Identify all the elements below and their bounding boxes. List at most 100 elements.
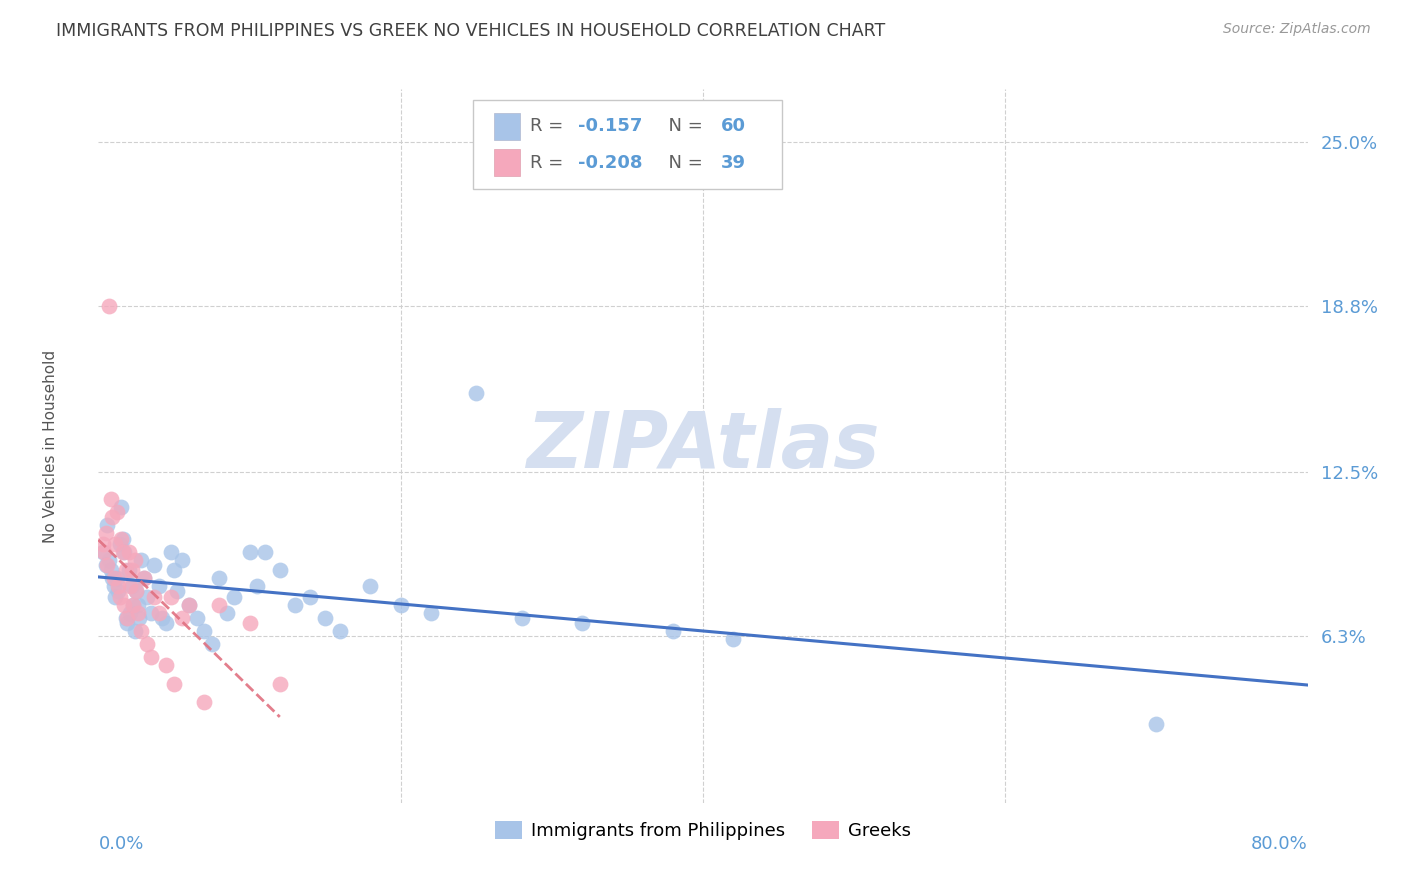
Point bbox=[129, 624, 152, 638]
Point bbox=[108, 590, 131, 604]
Text: -0.157: -0.157 bbox=[578, 118, 643, 136]
Point bbox=[98, 552, 121, 566]
Point bbox=[193, 695, 215, 709]
Point bbox=[269, 677, 291, 691]
Point bbox=[239, 545, 262, 559]
Point bbox=[314, 611, 336, 625]
Text: N =: N = bbox=[657, 153, 709, 171]
Point bbox=[120, 606, 142, 620]
Point bbox=[269, 563, 291, 577]
Point bbox=[114, 611, 136, 625]
Point bbox=[114, 563, 136, 577]
Point bbox=[141, 606, 163, 620]
Point bbox=[141, 650, 163, 665]
Point bbox=[135, 590, 157, 604]
Point bbox=[132, 571, 155, 585]
Point bbox=[166, 584, 188, 599]
Text: ZIPAtlas: ZIPAtlas bbox=[526, 408, 880, 484]
Point bbox=[170, 611, 193, 625]
Point bbox=[510, 611, 533, 625]
Point bbox=[100, 491, 122, 506]
Point bbox=[96, 558, 118, 572]
Point bbox=[101, 510, 124, 524]
Point bbox=[121, 579, 143, 593]
Point bbox=[201, 637, 224, 651]
Point bbox=[118, 545, 141, 559]
Point bbox=[112, 598, 135, 612]
Point bbox=[160, 590, 183, 604]
Point bbox=[132, 571, 155, 585]
Point bbox=[299, 590, 322, 604]
Point bbox=[170, 552, 193, 566]
Point bbox=[110, 532, 132, 546]
Point bbox=[160, 545, 183, 559]
Point bbox=[111, 545, 134, 559]
Point bbox=[143, 590, 166, 604]
Point bbox=[122, 598, 145, 612]
Text: 80.0%: 80.0% bbox=[1251, 835, 1308, 853]
Point bbox=[723, 632, 745, 646]
Text: Source: ZipAtlas.com: Source: ZipAtlas.com bbox=[1223, 22, 1371, 37]
Point bbox=[329, 624, 352, 638]
Point bbox=[104, 590, 127, 604]
Point bbox=[284, 598, 307, 612]
Point bbox=[125, 584, 148, 599]
Point bbox=[104, 537, 127, 551]
Point bbox=[100, 563, 122, 577]
Point bbox=[420, 606, 443, 620]
Text: -0.208: -0.208 bbox=[578, 153, 643, 171]
Legend: Immigrants from Philippines, Greeks: Immigrants from Philippines, Greeks bbox=[488, 814, 918, 847]
Point bbox=[150, 611, 173, 625]
Point bbox=[91, 537, 114, 551]
Point bbox=[98, 299, 121, 313]
Point bbox=[121, 563, 143, 577]
Point bbox=[108, 537, 131, 551]
Point bbox=[115, 611, 138, 625]
Point bbox=[253, 545, 276, 559]
Point bbox=[107, 579, 129, 593]
FancyBboxPatch shape bbox=[474, 100, 782, 189]
Point bbox=[179, 598, 201, 612]
Point bbox=[96, 518, 118, 533]
Point bbox=[661, 624, 683, 638]
Point bbox=[155, 658, 177, 673]
Point bbox=[94, 558, 117, 572]
Text: R =: R = bbox=[530, 153, 569, 171]
Point bbox=[208, 571, 231, 585]
Point bbox=[93, 545, 115, 559]
FancyBboxPatch shape bbox=[494, 149, 520, 176]
Point bbox=[163, 563, 186, 577]
Point bbox=[215, 606, 238, 620]
Point bbox=[155, 616, 177, 631]
Point bbox=[1146, 716, 1168, 731]
Text: 60: 60 bbox=[721, 118, 747, 136]
Point bbox=[127, 598, 149, 612]
Point bbox=[186, 611, 208, 625]
Point bbox=[103, 571, 125, 585]
Point bbox=[101, 571, 124, 585]
Point bbox=[105, 505, 128, 519]
Point bbox=[163, 677, 186, 691]
Point bbox=[179, 598, 201, 612]
Point bbox=[224, 590, 246, 604]
Text: No Vehicles in Household: No Vehicles in Household bbox=[42, 350, 58, 542]
Point bbox=[360, 579, 382, 593]
Point bbox=[124, 552, 146, 566]
Point bbox=[193, 624, 215, 638]
Point bbox=[112, 545, 135, 559]
Point bbox=[94, 526, 117, 541]
Point bbox=[122, 598, 145, 612]
Point bbox=[107, 584, 129, 599]
Point bbox=[127, 606, 149, 620]
Text: N =: N = bbox=[657, 118, 709, 136]
Text: IMMIGRANTS FROM PHILIPPINES VS GREEK NO VEHICLES IN HOUSEHOLD CORRELATION CHART: IMMIGRANTS FROM PHILIPPINES VS GREEK NO … bbox=[56, 22, 886, 40]
Text: R =: R = bbox=[530, 118, 569, 136]
Point bbox=[124, 624, 146, 638]
Text: 0.0%: 0.0% bbox=[98, 835, 143, 853]
Point bbox=[389, 598, 412, 612]
Text: 39: 39 bbox=[721, 153, 747, 171]
Point bbox=[148, 579, 170, 593]
Point bbox=[239, 616, 262, 631]
Point bbox=[129, 552, 152, 566]
Point bbox=[246, 579, 269, 593]
